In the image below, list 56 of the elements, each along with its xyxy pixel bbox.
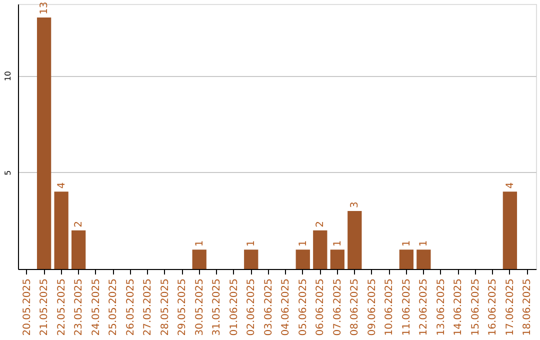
x-tick-label: 14.06.2025 (453, 278, 464, 336)
bar (348, 210, 362, 269)
x-tick-label: 17.06.2025 (504, 278, 516, 336)
x-tick-label: 28.05.2025 (160, 278, 171, 336)
data-label: 4 (504, 182, 516, 189)
x-tick-label: 13.06.2025 (436, 278, 447, 336)
x-tick-label: 30.05.2025 (194, 278, 206, 336)
data-label: 1 (401, 240, 412, 247)
bar (192, 250, 206, 269)
data-label: 1 (332, 240, 344, 247)
x-tick-label: 23.05.2025 (74, 278, 85, 336)
y-tick-label: 5 (4, 170, 12, 176)
data-label: 1 (298, 240, 309, 247)
data-label: 3 (350, 202, 361, 208)
bar (244, 250, 258, 269)
bar (399, 250, 414, 269)
x-tick-label: 24.05.2025 (90, 278, 102, 336)
x-tick-label: 02.06.2025 (246, 278, 258, 336)
x-tick-label: 18.06.2025 (522, 278, 534, 336)
data-label: 4 (56, 182, 68, 189)
data-label: 13 (39, 2, 50, 15)
x-tick-label: 20.05.2025 (22, 278, 33, 336)
x-tick-label: 06.06.2025 (315, 278, 326, 336)
data-label: 2 (74, 220, 85, 228)
x-tick-label: 11.06.2025 (401, 278, 412, 336)
x-tick-label: 26.05.2025 (125, 278, 136, 336)
x-tick-label: 31.05.2025 (212, 278, 223, 336)
bar (416, 250, 431, 269)
bar (502, 192, 518, 269)
x-tick-label: 21.05.2025 (39, 278, 50, 336)
bar (313, 230, 328, 269)
x-tick-label: 29.05.2025 (177, 278, 188, 336)
data-label: 1 (246, 240, 258, 247)
data-label: 2 (315, 220, 326, 228)
x-tick-label: 03.06.2025 (263, 278, 274, 336)
x-tick-label: 01.06.2025 (228, 278, 240, 336)
x-tick-label: 05.06.2025 (298, 278, 309, 336)
bar (71, 230, 86, 269)
y-tick-label: 10 (4, 70, 12, 82)
x-tick-label: 10.06.2025 (384, 278, 396, 336)
data-label: 1 (418, 240, 430, 247)
x-tick-label: 27.05.2025 (142, 278, 154, 336)
bar (296, 250, 310, 269)
bar (330, 250, 344, 269)
x-tick-label: 12.06.2025 (418, 278, 430, 336)
x-tick-label: 15.06.2025 (470, 278, 482, 336)
x-tick-label: 04.06.2025 (280, 278, 292, 336)
x-tick-label: 16.06.2025 (488, 278, 499, 336)
data-label: 1 (194, 240, 206, 247)
x-tick-label: 07.06.2025 (332, 278, 344, 336)
x-tick-label: 22.05.2025 (56, 278, 68, 336)
x-tick-label: 09.06.2025 (366, 278, 378, 336)
x-tick-label: 25.05.2025 (108, 278, 120, 336)
x-tick-label: 08.06.2025 (350, 278, 361, 336)
bar (36, 18, 52, 269)
bar (54, 192, 68, 269)
